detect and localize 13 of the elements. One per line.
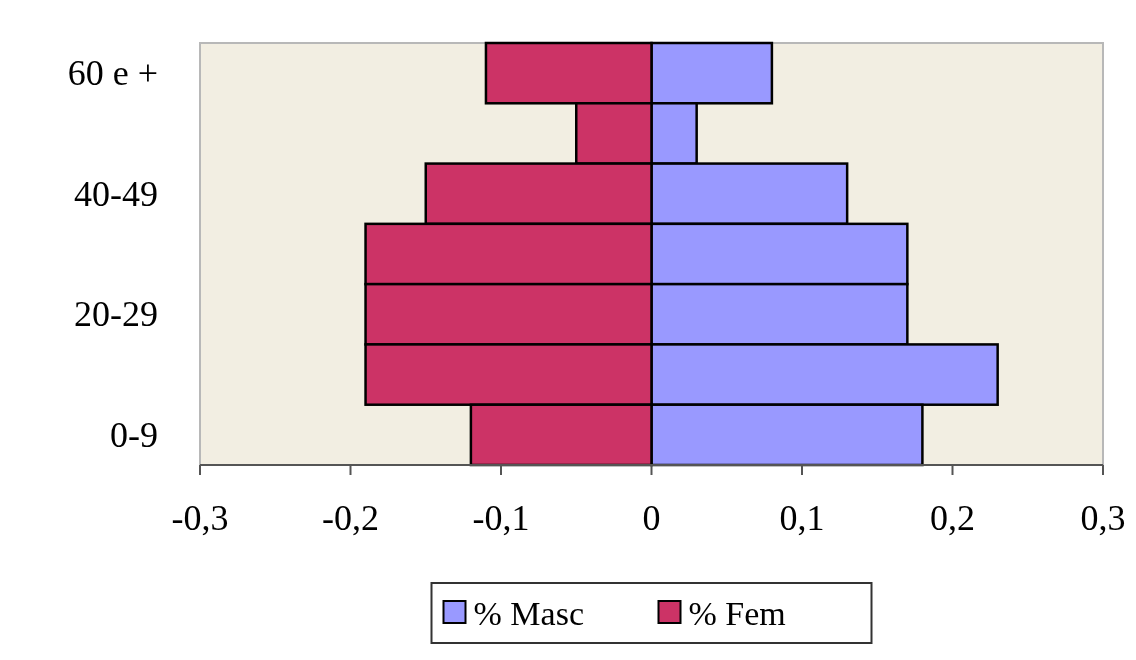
legend-label: % Masc <box>473 595 584 632</box>
x-tick-label: 0,3 <box>1080 498 1126 538</box>
x-tick-label: 0 <box>642 498 661 538</box>
x-tick-label: -0,3 <box>171 498 229 538</box>
y-tick-label: 40-49 <box>74 173 158 214</box>
x-tick-label: -0,1 <box>472 498 530 538</box>
x-tick-label: -0,2 <box>322 498 379 538</box>
legend-label: % Fem <box>688 595 786 632</box>
y-tick-label: 60 e + <box>67 53 158 94</box>
y-tick-label: 20-29 <box>74 294 158 335</box>
x-tick-label: 0,2 <box>930 498 975 538</box>
y-tick-label: 0-9 <box>110 414 158 455</box>
x-tick-label: 0,1 <box>779 498 825 538</box>
